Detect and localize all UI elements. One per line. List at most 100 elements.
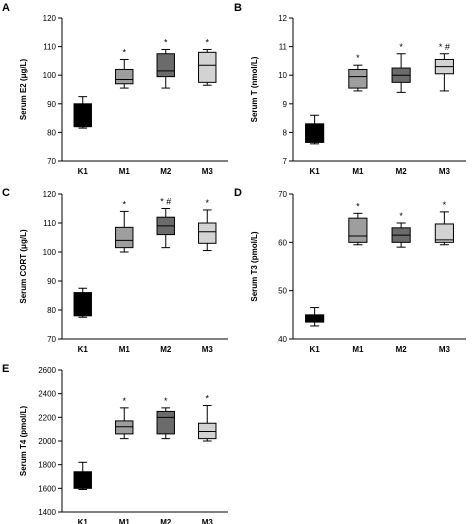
box-m1: *	[348, 201, 368, 246]
box-k1	[73, 461, 92, 491]
significance-label: *	[443, 200, 447, 210]
box-m2: *	[391, 211, 411, 248]
box-m3: *	[198, 394, 217, 442]
y-tick-label: 100	[43, 71, 57, 80]
y-tick-label: 110	[43, 43, 56, 52]
box-body	[73, 292, 92, 317]
y-tick-label: 60	[278, 238, 287, 247]
y-axis-title: Serum E2 (μg/L)	[19, 58, 28, 120]
significance-label: *	[205, 37, 209, 47]
box-body	[115, 226, 134, 249]
y-axis-title: Serum T3 (pmol/L)	[250, 231, 259, 302]
significance-label: *	[399, 211, 403, 221]
x-tick-label: M2	[160, 345, 172, 354]
y-tick-label: 1800	[38, 461, 56, 470]
y-tick-label: 11	[279, 43, 288, 52]
panel-letter: D	[234, 187, 242, 199]
panel-letter: E	[2, 363, 9, 375]
box-body	[115, 68, 134, 85]
x-tick-label: K1	[78, 518, 89, 524]
x-tick-label: M2	[160, 518, 172, 524]
y-tick-label: 2400	[38, 390, 56, 399]
y-tick-label: 70	[278, 190, 287, 199]
chart-panel-b: B 7 8 9 10 11 12 Serum T (nmol/L) K1 M1 M2 M3 * * * #	[234, 2, 466, 176]
box-m2: * #	[156, 197, 175, 249]
y-axis-title: Serum CORT (μg/L)	[19, 229, 28, 304]
chart-panel-c: C 70 80 90 100 110 120 Serum CORT (μg/L) K1 M1 M2 M…	[2, 187, 228, 354]
y-tick-label: 90	[47, 100, 56, 109]
significance-label: *	[356, 53, 360, 63]
significance-label: *	[205, 198, 209, 208]
x-tick-label: M3	[202, 167, 214, 176]
significance-label: *	[122, 199, 126, 209]
significance-label: * #	[160, 197, 171, 207]
x-tick-label: M3	[202, 518, 214, 524]
box-m2: *	[391, 42, 411, 93]
x-tick-label: M1	[352, 345, 364, 354]
y-tick-label: 70	[47, 335, 56, 344]
y-tick-label: 7	[283, 157, 288, 166]
y-tick-label: 1600	[38, 484, 56, 493]
box-body	[156, 410, 175, 435]
x-tick-label: M1	[119, 345, 131, 354]
x-tick-label: M3	[202, 345, 214, 354]
y-tick-label: 120	[43, 190, 57, 199]
box-body	[305, 123, 325, 143]
y-tick-label: 90	[47, 277, 56, 286]
box-body	[434, 223, 454, 243]
box-m3: * #	[434, 42, 454, 92]
significance-label: *	[122, 47, 126, 57]
x-tick-label: M2	[160, 167, 172, 176]
y-tick-label: 110	[43, 219, 56, 228]
x-tick-label: M3	[439, 345, 451, 354]
x-tick-label: K1	[78, 345, 89, 354]
box-m1: *	[348, 53, 368, 92]
y-tick-label: 12	[278, 14, 287, 23]
box-m1: *	[115, 396, 134, 440]
chart-panel-a: A 70 80 90 100 110 120 Serum E2 (μg/L) K1 M1 M2 M3 *…	[2, 2, 228, 176]
y-tick-label: 80	[47, 306, 56, 315]
x-tick-label: M1	[119, 518, 131, 524]
x-tick-label: M2	[396, 345, 408, 354]
box-body	[156, 53, 175, 78]
chart-panel-e: E 1400 1600 1800 2000 2200 2400 2600 Serum T4 (p…	[2, 363, 228, 524]
x-tick-label: M1	[352, 167, 364, 176]
x-tick-label: K1	[78, 167, 89, 176]
y-tick-label: 50	[278, 287, 287, 296]
significance-label: *	[205, 394, 209, 404]
y-tick-label: 9	[283, 100, 288, 109]
box-k1	[305, 307, 325, 327]
box-body	[348, 68, 368, 89]
box-m1: *	[115, 47, 134, 89]
chart-panel-d: D 40 50 60 70 Serum T3 (pmol/L) K1 M1 M2 M3 * * *	[234, 187, 466, 354]
box-k1	[73, 96, 92, 129]
significance-label: *	[164, 37, 168, 47]
box-m3: *	[198, 198, 217, 252]
y-tick-label: 40	[278, 335, 287, 344]
box-m2: *	[156, 396, 175, 440]
y-tick-label: 1400	[38, 508, 56, 517]
significance-label: *	[356, 201, 360, 211]
y-axis-title: Serum T4 (pmol/L)	[19, 406, 28, 477]
box-k1	[305, 114, 325, 145]
box-body	[73, 471, 92, 489]
x-tick-label: K1	[310, 345, 321, 354]
y-tick-label: 2600	[38, 366, 56, 375]
significance-label: *	[399, 42, 403, 52]
box-m1: *	[115, 199, 134, 253]
box-body	[198, 51, 217, 83]
x-tick-label: K1	[310, 167, 321, 176]
y-tick-label: 80	[47, 128, 56, 137]
panel-letter: C	[2, 187, 10, 199]
y-tick-label: 10	[278, 71, 287, 80]
box-body	[198, 422, 217, 440]
box-m3: *	[198, 37, 217, 86]
y-tick-label: 70	[47, 157, 56, 166]
panel-letter: A	[2, 2, 10, 14]
significance-label: * #	[439, 42, 450, 52]
x-tick-label: M2	[396, 167, 408, 176]
y-tick-label: 120	[43, 14, 57, 23]
box-m3: *	[434, 200, 454, 246]
y-tick-label: 8	[283, 128, 288, 137]
